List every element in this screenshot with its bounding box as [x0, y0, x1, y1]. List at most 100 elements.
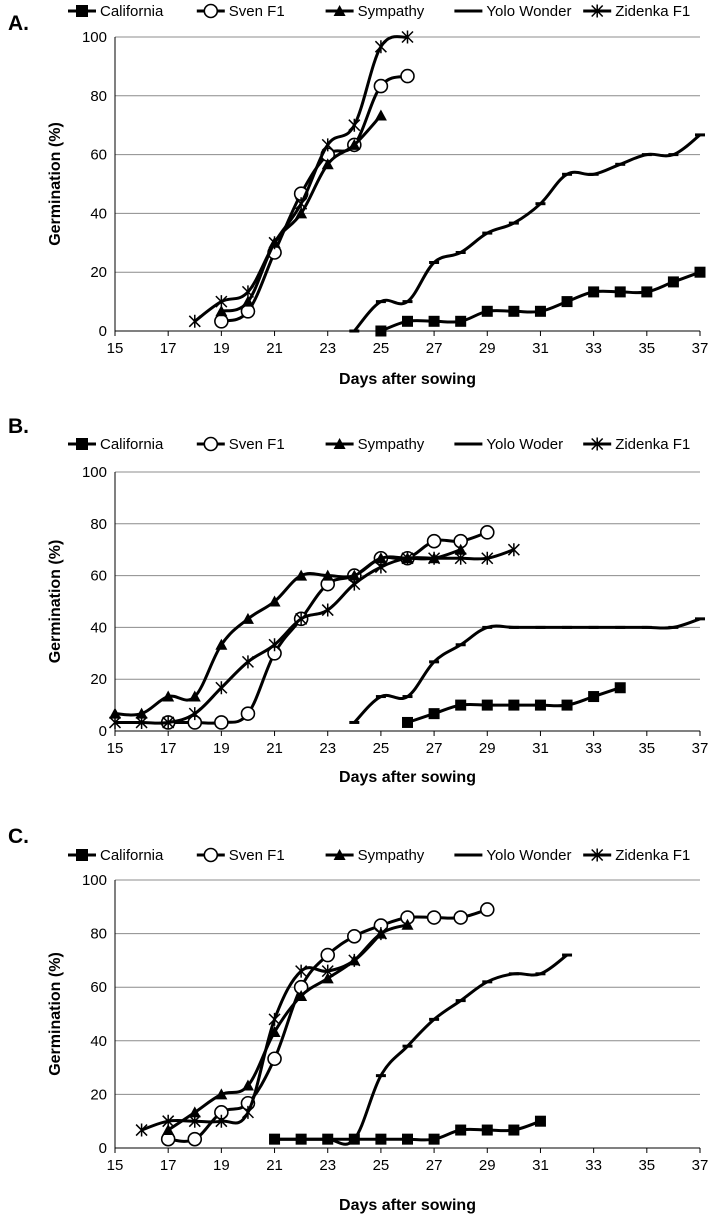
chart-a-x-tick-label: 21 — [266, 340, 283, 357]
chart-b-legend-label: Yolo Woder — [486, 436, 563, 453]
chart-b-point-zidenka-f1 — [507, 543, 520, 557]
chart-b-point-zidenka-f1 — [188, 707, 201, 721]
chart-c-x-tick-label: 31 — [532, 1157, 549, 1174]
chart-b-point-california — [455, 699, 467, 711]
chart-b-x-tick-label: 27 — [426, 740, 443, 757]
chart-a-legend: California Sven F1 Sympathy Yolo Wonder Zide… — [68, 3, 690, 20]
chart-b-point-zidenka-f1 — [268, 638, 281, 652]
chart-b-x-axis-title: Days after sowing — [339, 769, 476, 786]
chart-a-x-tick-label: 37 — [692, 340, 709, 357]
chart-c-legend-item-sympathy: Sympathy — [325, 847, 425, 864]
chart-b-point-california — [508, 699, 520, 711]
chart-c-series-yolo-wonder — [269, 953, 573, 1146]
chart-a-x-tick-label: 19 — [213, 340, 230, 357]
chart-b-y-tick-label: 40 — [90, 619, 107, 636]
chart-b-point-zidenka-f1 — [162, 715, 175, 729]
chart-a-point-sympathy — [348, 138, 361, 150]
chart-c-x-tick-label: 19 — [213, 1157, 230, 1174]
chart-a-y-tick-label: 40 — [90, 205, 107, 222]
chart-b-point-zidenka-f1 — [428, 551, 441, 565]
chart-a-x-tick-label: 33 — [585, 340, 602, 357]
chart-a-legend-marker — [203, 3, 219, 19]
chart-a-legend-item-california: California — [68, 3, 164, 20]
chart-a-y-tick-label: 100 — [82, 29, 107, 46]
chart-b-x-tick-label: 21 — [266, 740, 283, 757]
chart-a-legend-label: Sympathy — [358, 3, 425, 20]
chart-b-legend-item-sven-f1: Sven F1 — [196, 436, 285, 453]
chart-b-legend: California Sven F1 Sympathy Yolo Woder Ziden… — [68, 436, 690, 453]
chart-b-point-zidenka-f1 — [295, 612, 308, 626]
chart-c-line-sven-f1 — [168, 908, 488, 1143]
chart-b-y-tick-label: 20 — [90, 671, 107, 688]
chart-b-point-california — [534, 699, 546, 711]
chart-b-point-sven-f1 — [240, 706, 256, 721]
chart-c-legend-item-zidenka-f1: Zidenka F1 — [583, 847, 690, 864]
chart-a-legend-item-sympathy: Sympathy — [325, 3, 425, 20]
chart-a-legend-label: Sven F1 — [229, 3, 285, 20]
chart-a-x-tick-label: 15 — [107, 340, 124, 357]
chart-b-point-zidenka-f1 — [454, 551, 467, 565]
chart-c-y-tick-label: 20 — [90, 1086, 107, 1103]
chart-c-point-california — [375, 1133, 387, 1145]
chart-b-point-sven-f1 — [479, 525, 495, 540]
panel-b: B. 0 20 40 60 80 100 15 17 19 21 23 25 27 29 31 33 35 37 Da… — [0, 415, 724, 815]
chart-b-point-zidenka-f1 — [215, 681, 228, 695]
chart-a-y-tick-label: 60 — [90, 147, 107, 164]
chart-a-line-zidenka-f1 — [193, 35, 408, 323]
chart-a-legend-marker — [591, 4, 604, 18]
chart-c-legend-item-california: California — [68, 847, 164, 864]
chart-b-legend-marker — [591, 437, 604, 451]
chart-b-x-tick-label: 33 — [585, 740, 602, 757]
chart-b-point-california — [402, 716, 413, 728]
chart-b-point-zidenka-f1 — [321, 603, 334, 617]
chart-b-point-sympathy — [295, 569, 308, 581]
chart-c-series-zidenka-f1 — [135, 927, 387, 1137]
chart-b-y-tick-label: 80 — [90, 516, 107, 533]
chart-a-point-sympathy — [321, 158, 334, 170]
chart-b-point-zidenka-f1 — [374, 560, 387, 574]
chart-a-point-california — [614, 286, 626, 298]
chart-b-legend-label: Sympathy — [358, 436, 425, 453]
chart-c-x-tick-label: 33 — [585, 1157, 602, 1174]
chart-b-point-sympathy — [454, 543, 467, 555]
chart-b-point-sympathy — [321, 569, 334, 581]
chart-a-series-california — [375, 266, 706, 337]
chart-c-point-sympathy — [295, 990, 308, 1002]
chart-b-point-california — [428, 708, 440, 720]
chart-c-point-zidenka-f1 — [321, 964, 334, 978]
panel-c: C. 0 20 40 60 80 100 15 17 19 21 23 25 27 29 31 33 35 37 Da… — [0, 820, 724, 1220]
chart-a-point-zidenka-f1 — [241, 285, 254, 299]
chart-b-legend-label: Zidenka F1 — [615, 436, 690, 453]
chart-c-point-zidenka-f1 — [295, 964, 308, 978]
chart-b-point-sven-f1 — [426, 533, 442, 549]
chart-b-x-tick-label: 35 — [638, 740, 655, 757]
chart-a-panel-label: A. — [8, 12, 29, 35]
chart-b-point-zidenka-f1 — [241, 655, 254, 669]
chart-a-series-yolo-wonder — [349, 133, 705, 333]
chart-b-point-zidenka-f1 — [401, 551, 414, 565]
chart-a-point-sympathy — [374, 109, 387, 121]
chart-a-point-zidenka-f1 — [295, 197, 308, 211]
chart-b-series-california — [402, 682, 626, 728]
chart-a-point-california — [694, 266, 706, 278]
chart-c-point-sven-f1 — [187, 1131, 203, 1147]
chart-c-panel-label: C. — [8, 825, 29, 848]
chart-c-legend-label: Yolo Wonder — [486, 847, 571, 864]
chart-b-point-sympathy — [268, 595, 281, 607]
chart-c-point-sven-f1 — [453, 910, 468, 925]
chart-a-point-zidenka-f1 — [401, 30, 414, 44]
chart-b-point-california — [561, 699, 573, 711]
chart-b-series-zidenka-f1 — [108, 543, 520, 729]
chart-a-legend-marker — [333, 5, 346, 16]
chart-b-point-zidenka-f1 — [108, 715, 122, 729]
chart-a-point-sympathy — [215, 305, 228, 317]
chart-c-point-zidenka-f1 — [348, 953, 361, 967]
chart-b-point-sympathy — [188, 690, 201, 702]
chart-a-point-zidenka-f1 — [348, 118, 361, 132]
chart-b-x-tick-label: 29 — [479, 740, 496, 757]
chart-b-point-sympathy — [348, 569, 361, 581]
chart-b-point-california — [481, 699, 493, 711]
chart-c-point-zidenka-f1 — [162, 1114, 175, 1128]
chart-b-y-tick-label: 0 — [99, 723, 107, 740]
chart-c-y-tick-label: 100 — [82, 872, 107, 889]
